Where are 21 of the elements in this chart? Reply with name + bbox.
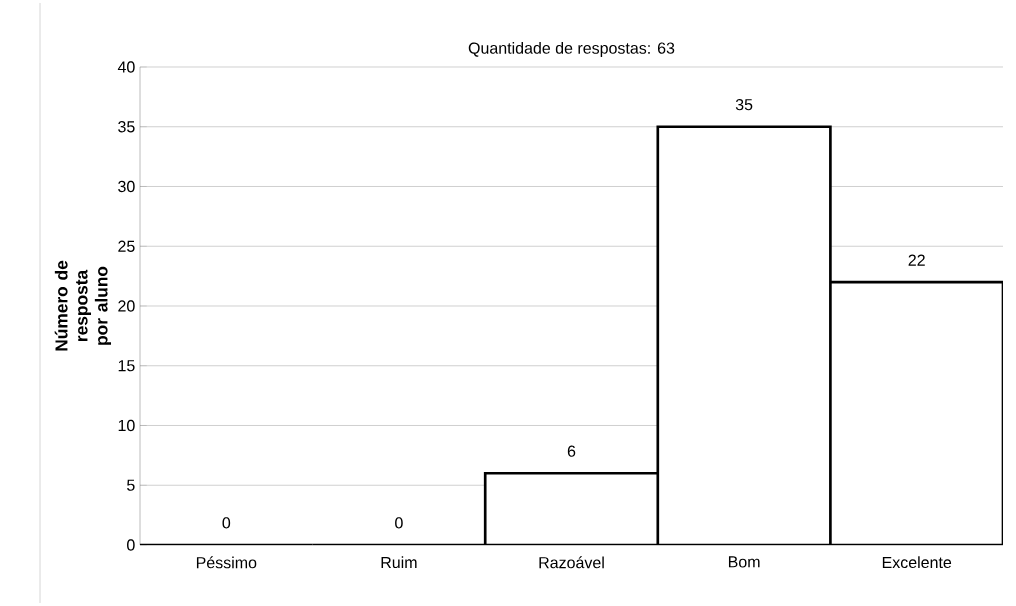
data-label: 22 [908,254,925,266]
data-label: 6 [567,445,576,457]
data-label: 0 [395,517,403,529]
x-tick-label: Ruim [381,556,417,569]
x-tick-label: Razoável [539,556,604,569]
data-label: 0 [222,517,231,529]
chart-title: Quantidade de respostas: 63 [468,42,675,57]
y-tick-label: 40 [117,61,135,73]
y-tick-label: 35 [118,121,135,133]
y-tick-label: 0 [127,539,135,551]
y-tick-label: 20 [118,300,135,312]
y-tick-label: 10 [118,419,135,432]
y-axis-title: Número de resposta por aluno [54,260,112,351]
data-label: 35 [735,98,753,111]
y-tick-label: 5 [127,479,135,491]
y-tick-label: 15 [118,360,135,372]
y-tick-label: 30 [118,180,135,193]
x-tick-label: Péssimo [196,556,257,569]
x-tick-label: Excelente [882,556,952,569]
x-tick-label: Bom [728,556,760,568]
y-tick-label: 25 [118,240,135,252]
